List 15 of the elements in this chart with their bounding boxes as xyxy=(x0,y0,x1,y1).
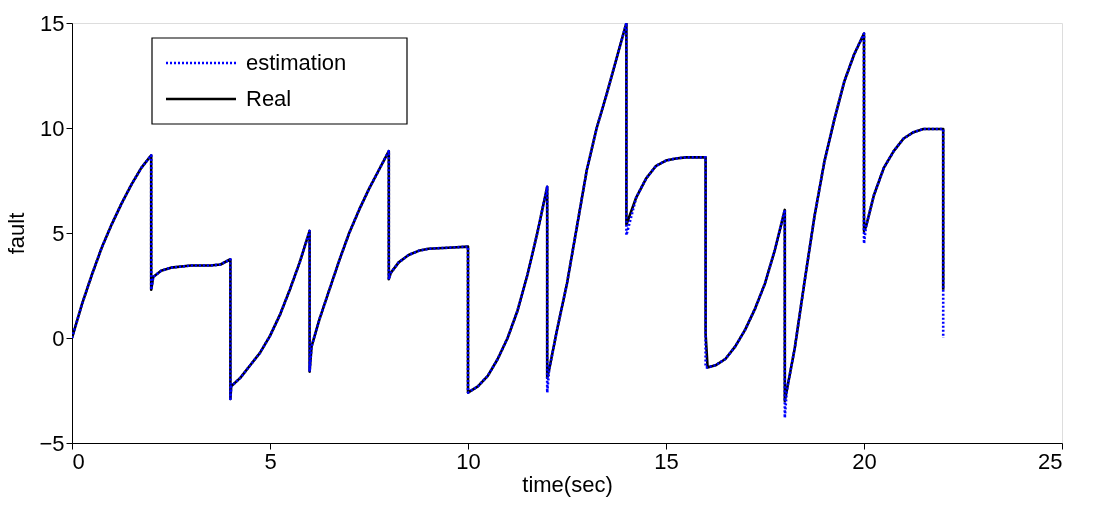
y-tick-label: 5 xyxy=(52,220,65,246)
x-tick-label: 5 xyxy=(264,448,277,474)
x-tick-label: 25 xyxy=(1038,448,1063,474)
legend-label: Real xyxy=(246,86,292,111)
legend-label: estimation xyxy=(246,50,347,75)
x-tick-label: 20 xyxy=(852,448,877,474)
y-tick-label: 15 xyxy=(40,10,65,36)
x-tick-label: 10 xyxy=(456,448,481,474)
y-tick-label: 0 xyxy=(52,325,65,351)
x-axis-title: time(sec) xyxy=(522,471,613,497)
x-tick-label: 15 xyxy=(654,448,679,474)
y-axis-title: fault xyxy=(4,212,30,255)
y-tick-label: 10 xyxy=(40,115,65,141)
y-tick-label: −5 xyxy=(39,430,65,456)
x-tick-label: 0 xyxy=(72,448,85,474)
